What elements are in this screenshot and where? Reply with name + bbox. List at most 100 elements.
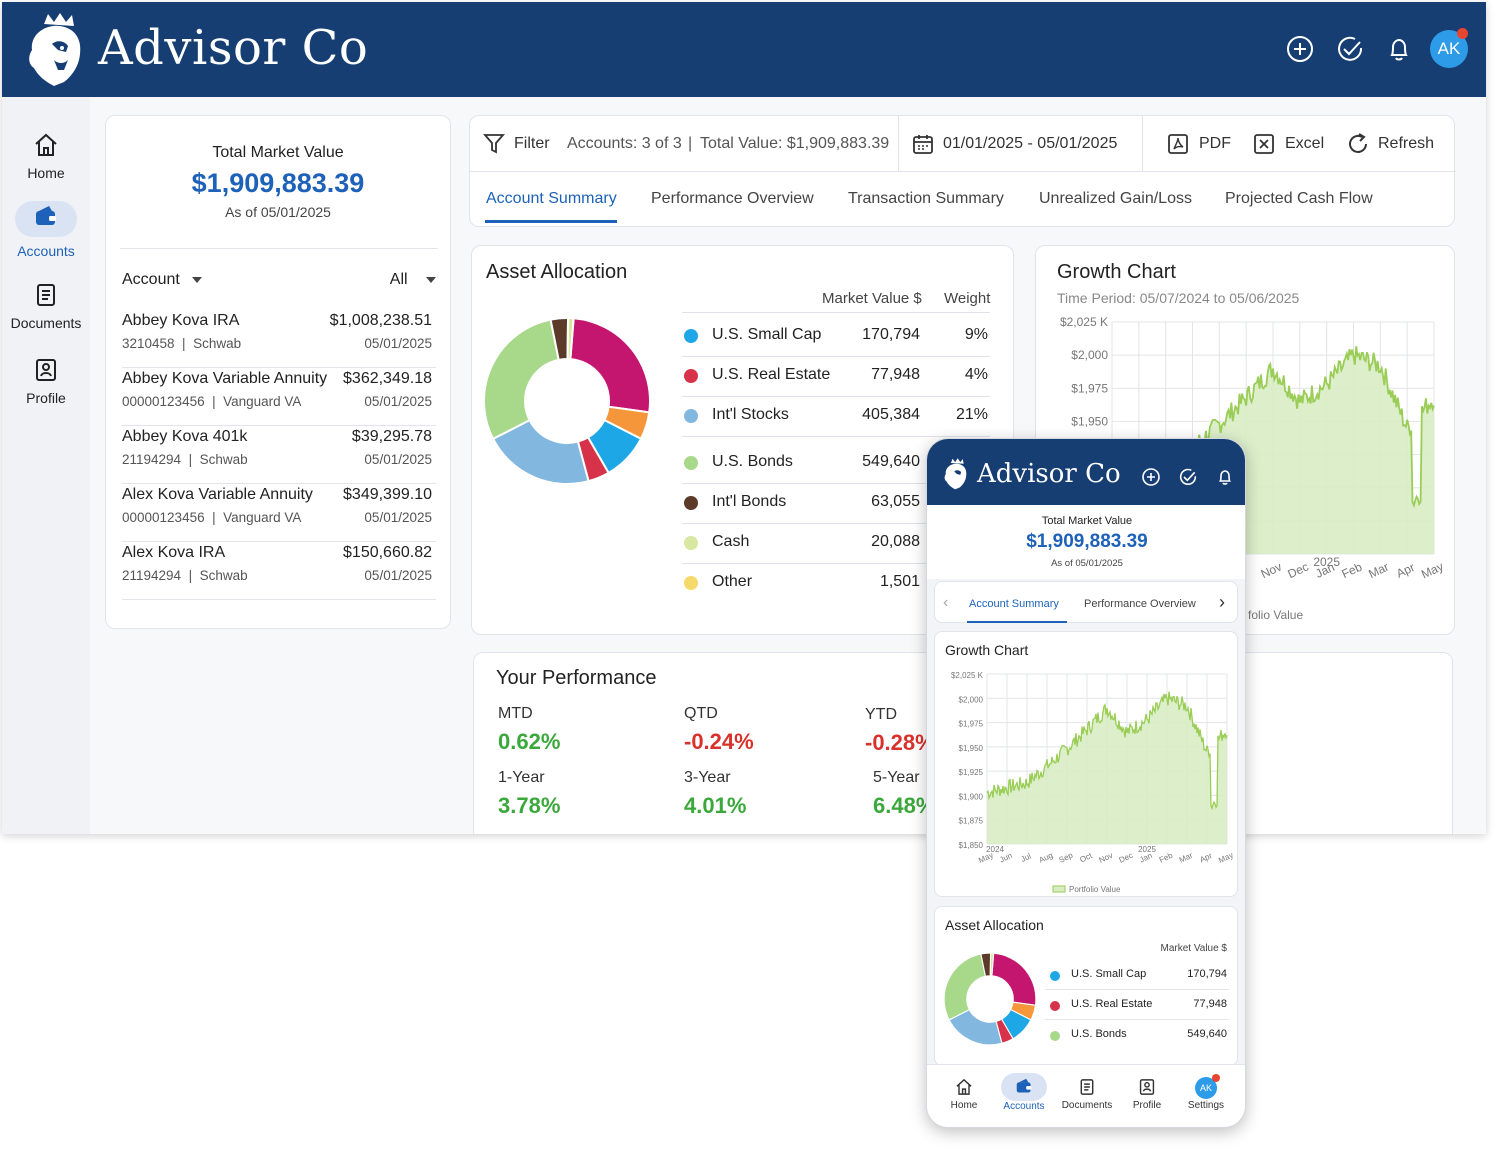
date-range[interactable]: 01/01/2025 - 05/01/2025	[943, 135, 1118, 152]
mobile-column-market-value: Market Value $	[1160, 943, 1227, 954]
chevron-left-icon[interactable]: ‹	[943, 594, 949, 611]
add-icon[interactable]	[1141, 467, 1161, 487]
one-year-value: 3.78%	[498, 793, 561, 818]
refresh-button[interactable]: Refresh	[1378, 135, 1435, 152]
top-bar: Advisor Co AK	[2, 2, 1486, 97]
bell-icon[interactable]	[1384, 34, 1414, 64]
tab-unrealized-gain-loss[interactable]: Unrealized Gain/Loss	[1039, 190, 1192, 207]
wallet-icon	[1016, 1078, 1032, 1093]
account-row[interactable]: Abbey Kova Variable Annuity $362,349.18 00…	[122, 370, 436, 426]
mobile-allocation-value: 170,794	[1187, 968, 1227, 980]
divider	[1045, 989, 1229, 990]
mobile-nav-label: Accounts	[1003, 1101, 1045, 1112]
pdf-button[interactable]: PDF	[1199, 135, 1231, 152]
donut-segment	[989, 952, 995, 977]
asset-allocation-donut	[483, 316, 651, 485]
account-name: Abbey Kova 401k	[122, 428, 248, 445]
excel-button[interactable]: Excel	[1285, 135, 1325, 152]
mobile-allocation-label: U.S. Real Estate	[1071, 998, 1153, 1010]
allocation-value: 405,384	[862, 406, 920, 423]
separator: |	[688, 135, 693, 152]
tab-transaction-summary[interactable]: Transaction Summary	[848, 190, 1004, 207]
pdf-icon[interactable]	[1166, 132, 1190, 156]
tmv-title: Total Market Value	[212, 144, 344, 161]
mobile-growth-chart-title: Growth Chart	[945, 642, 1029, 658]
y-tick-label: $1,975	[959, 720, 984, 729]
legend-dot	[684, 409, 698, 423]
profile-icon	[36, 359, 56, 381]
documents-icon	[37, 284, 55, 306]
account-sort-label[interactable]: Account	[122, 271, 180, 288]
y-tick-label: $2,000	[1071, 348, 1108, 362]
excel-icon[interactable]	[1252, 132, 1276, 156]
legend-label: folio Value	[1248, 608, 1303, 622]
x-tick-label: Apr	[1198, 851, 1213, 865]
mobile-nav-accounts[interactable]: Accounts	[992, 1073, 1056, 1112]
mobile-tab-performance-overview[interactable]: Performance Overview	[1084, 598, 1196, 610]
account-sub: 21194294 | Schwab	[122, 452, 248, 467]
tab-performance-overview[interactable]: Performance Overview	[651, 190, 814, 207]
x-tick-label: Sep	[1058, 850, 1075, 864]
account-row[interactable]: Abbey Kova 401k $39,295.78 21194294 | Schw…	[122, 428, 436, 484]
sidebar-item-home[interactable]: Home	[2, 131, 90, 181]
allocation-row: Int'l Stocks 405,384 21%	[682, 397, 990, 437]
desktop-window: Advisor Co AK Home	[2, 2, 1486, 834]
account-row[interactable]: Alex Kova Variable Annuity $349,399.10 000…	[122, 486, 436, 542]
caret-down-icon[interactable]	[192, 276, 203, 283]
mobile-nav-settings[interactable]: AK Settings	[1174, 1074, 1238, 1111]
performance-title: Your Performance	[496, 667, 657, 689]
account-filter-select[interactable]: All	[390, 271, 436, 289]
user-avatar[interactable]: AK	[1430, 30, 1468, 68]
mobile-nav-label: Settings	[1187, 1100, 1225, 1111]
account-value: $150,660.82	[343, 544, 432, 561]
qtd-label: QTD	[684, 705, 718, 722]
add-icon[interactable]	[1285, 34, 1315, 64]
allocation-label: Other	[712, 573, 753, 590]
calendar-icon[interactable]	[911, 132, 935, 156]
mtd-value: 0.62%	[498, 729, 561, 754]
mobile-bottom-nav: Home Accounts Documents Profile AK	[927, 1064, 1245, 1127]
avatar-initials: AK	[1199, 1083, 1212, 1093]
tab-projected-cash-flow[interactable]: Projected Cash Flow	[1225, 190, 1373, 207]
task-check-icon[interactable]	[1178, 467, 1198, 487]
mobile-nav-home[interactable]: Home	[932, 1077, 996, 1111]
sidebar-item-label: Documents	[10, 315, 82, 331]
filter-button[interactable]: Filter	[514, 135, 550, 152]
legend-dot	[684, 576, 698, 590]
account-date: 05/01/2025	[364, 452, 432, 467]
mobile-nav-label: Documents	[1061, 1100, 1113, 1111]
y-tick-label: $1,950	[1071, 414, 1108, 428]
sidebar-item-documents[interactable]: Documents	[2, 281, 90, 331]
y-tick-label: $1,875	[959, 817, 984, 826]
mobile-nav-documents[interactable]: Documents	[1055, 1077, 1119, 1111]
mobile-nav-label: Profile	[1132, 1100, 1162, 1111]
tmv-value: $1,909,883.39	[191, 168, 365, 198]
account-name: Abbey Kova Variable Annuity	[122, 370, 328, 387]
task-check-icon[interactable]	[1335, 34, 1365, 64]
mobile-tab-account-summary[interactable]: Account Summary	[969, 598, 1059, 610]
chevron-right-icon[interactable]: ›	[1219, 592, 1225, 612]
account-value: $362,349.18	[343, 370, 432, 387]
mobile-asset-allocation-title: Asset Allocation	[945, 917, 1044, 933]
y-tick-label: $1,925	[959, 768, 984, 777]
brand-name: Advisor Co	[98, 20, 369, 76]
account-date: 05/01/2025	[364, 394, 432, 409]
refresh-icon[interactable]	[1345, 131, 1371, 157]
growth-line	[986, 691, 1228, 811]
sidebar-item-accounts[interactable]: Accounts	[2, 201, 90, 259]
divider	[120, 248, 438, 249]
year-tick-label: 2024	[986, 845, 1004, 854]
account-row[interactable]: Alex Kova IRA $150,660.82 21194294 | Schwa…	[122, 544, 436, 600]
filter-icon[interactable]	[482, 131, 506, 155]
three-year-value: 4.01%	[684, 793, 747, 818]
documents-icon	[1080, 1079, 1094, 1095]
x-tick-label: May	[1217, 850, 1235, 865]
sidebar-item-profile[interactable]: Profile	[2, 356, 90, 406]
bell-icon[interactable]	[1215, 467, 1235, 487]
mobile-asset-allocation-donut	[943, 952, 1037, 1046]
mobile-allocation-value: 549,640	[1187, 1028, 1227, 1040]
legend-dot	[684, 329, 698, 343]
mobile-nav-profile[interactable]: Profile	[1115, 1077, 1179, 1111]
account-row[interactable]: Abbey Kova IRA $1,008,238.51 3210458 | Sch…	[122, 312, 436, 368]
tab-account-summary[interactable]: Account Summary	[486, 190, 617, 207]
